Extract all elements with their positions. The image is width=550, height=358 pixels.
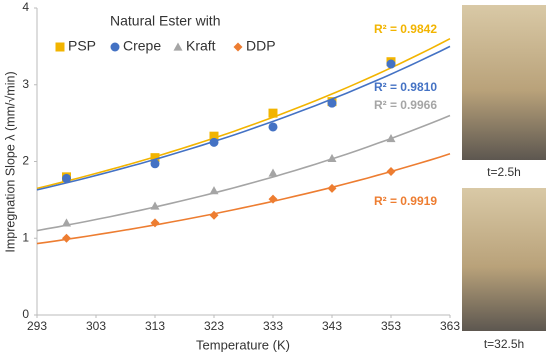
marker [62,233,71,243]
fit-label: R² = 0.9966 [374,98,437,112]
marker [62,218,71,227]
legend-label: DDP [246,38,276,54]
marker [150,153,160,163]
marker [209,210,219,220]
y-tick-label: 0 [22,307,29,321]
x-tick-label: 343 [322,319,342,333]
y-tick-label: 2 [22,154,29,168]
marker [327,153,337,163]
marker [150,201,160,210]
marker [386,59,396,69]
fit-label: R² = 0.9919 [374,194,437,208]
y-axis-title: Impregnation Slope λ (mm/√min) [3,71,17,252]
marker [150,218,160,228]
x-tick-label: 333 [263,319,283,333]
legend-title: Natural Ester with [110,13,220,29]
photo [462,5,546,160]
marker [327,98,337,108]
x-tick-label: 293 [27,319,47,333]
fit-line [36,37,451,190]
legend-marker [173,42,183,51]
x-tick-label: 363 [440,319,460,333]
marker [268,108,278,118]
fit-label: R² = 0.9810 [374,80,437,94]
photo-caption: t=2.5h [487,165,521,179]
fit-line [36,153,451,245]
marker [150,159,160,169]
x-tick-label: 303 [86,319,106,333]
marker [209,137,219,147]
x-tick-label: 353 [381,319,401,333]
legend-label: Crepe [123,38,161,54]
fit-line [36,114,451,232]
y-tick-label: 3 [22,77,29,91]
legend-marker [233,42,243,52]
legend-label: PSP [68,38,96,54]
marker [268,122,278,132]
legend-marker [110,42,120,52]
photo-caption: t=32.5h [484,337,524,351]
marker [386,133,396,143]
marker [209,186,219,195]
y-tick-label: 4 [22,0,29,14]
legend-marker [55,42,65,52]
photo [462,188,546,331]
y-tick-label: 1 [22,230,29,244]
marker [327,183,337,193]
marker [386,166,396,176]
legend-label: Kraft [186,38,216,54]
marker [62,173,71,183]
marker [209,131,219,141]
fit-label: R² = 0.9842 [374,22,437,36]
x-axis-title: Temperature (K) [196,337,290,352]
marker [268,168,278,177]
x-tick-label: 313 [145,319,165,333]
fit-line [36,45,451,191]
x-tick-label: 323 [204,319,224,333]
marker [268,194,278,204]
